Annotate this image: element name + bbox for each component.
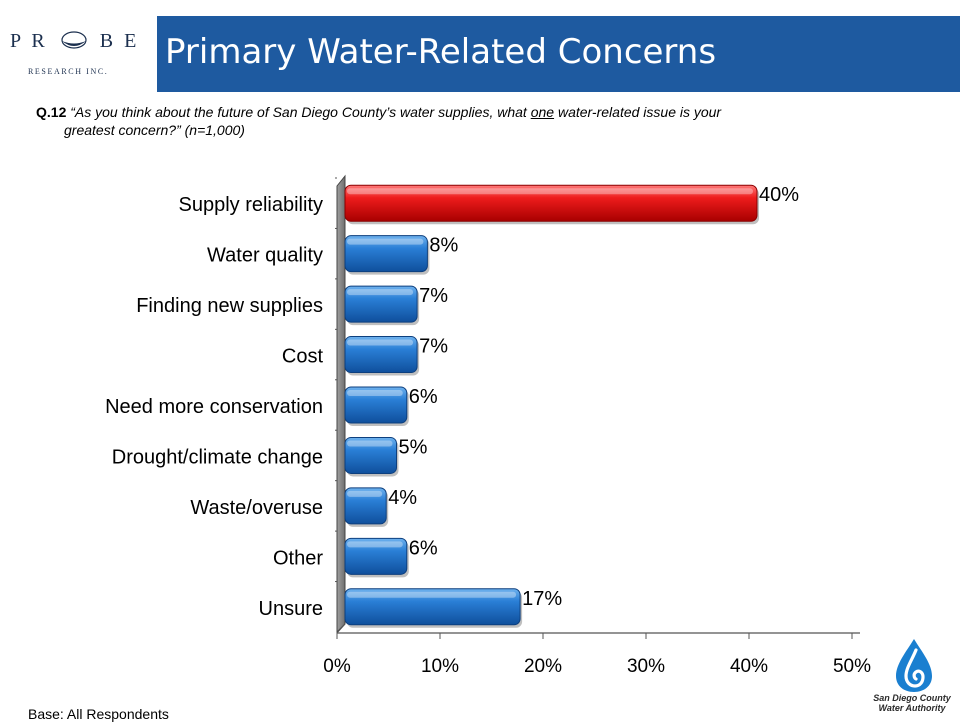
data-label: 40% — [759, 184, 799, 206]
category-label: Finding new supplies — [136, 295, 323, 317]
data-label: 8% — [429, 235, 458, 257]
data-label: 5% — [399, 436, 428, 458]
bar-sheen — [347, 188, 753, 194]
data-label: 7% — [419, 285, 448, 307]
data-label: 6% — [409, 537, 438, 559]
bar-sheen — [347, 440, 393, 446]
data-label: 7% — [419, 336, 448, 358]
bar-sheen — [347, 340, 413, 346]
chart-side-wall — [337, 176, 345, 632]
x-tick-label: 40% — [730, 656, 768, 677]
data-label: 6% — [409, 386, 438, 408]
bar-sheen — [347, 390, 403, 396]
category-label: Water quality — [207, 245, 323, 267]
category-label: Other — [273, 547, 323, 569]
category-label: Unsure — [259, 598, 323, 620]
bar-sheen — [347, 289, 413, 295]
category-label: Need more conservation — [105, 396, 323, 418]
category-label: Supply reliability — [178, 194, 323, 216]
data-label: 4% — [388, 487, 417, 509]
sdcwa-logo-line1: San Diego County — [866, 693, 958, 703]
base-note: Base: All Respondents — [28, 706, 169, 722]
x-tick-label: 20% — [524, 656, 562, 677]
x-tick-label: 10% — [421, 656, 459, 677]
bar-sheen — [347, 239, 423, 245]
bar-sheen — [347, 541, 403, 547]
sdcwa-logo-text: San Diego County Water Authority — [866, 693, 958, 713]
x-tick-label: 0% — [323, 656, 351, 677]
bar-sheen — [347, 592, 516, 598]
water-drop-icon — [866, 636, 958, 694]
chart-wall-face — [337, 176, 345, 632]
bar-sheen — [347, 491, 382, 497]
category-label: Drought/climate change — [112, 446, 323, 468]
category-label: Cost — [282, 346, 324, 368]
category-label: Waste/overuse — [190, 497, 323, 519]
x-tick-label: 30% — [627, 656, 665, 677]
data-label: 17% — [522, 588, 562, 610]
sdcwa-logo: San Diego County Water Authority — [866, 636, 958, 724]
sdcwa-logo-line2: Water Authority — [866, 703, 958, 713]
